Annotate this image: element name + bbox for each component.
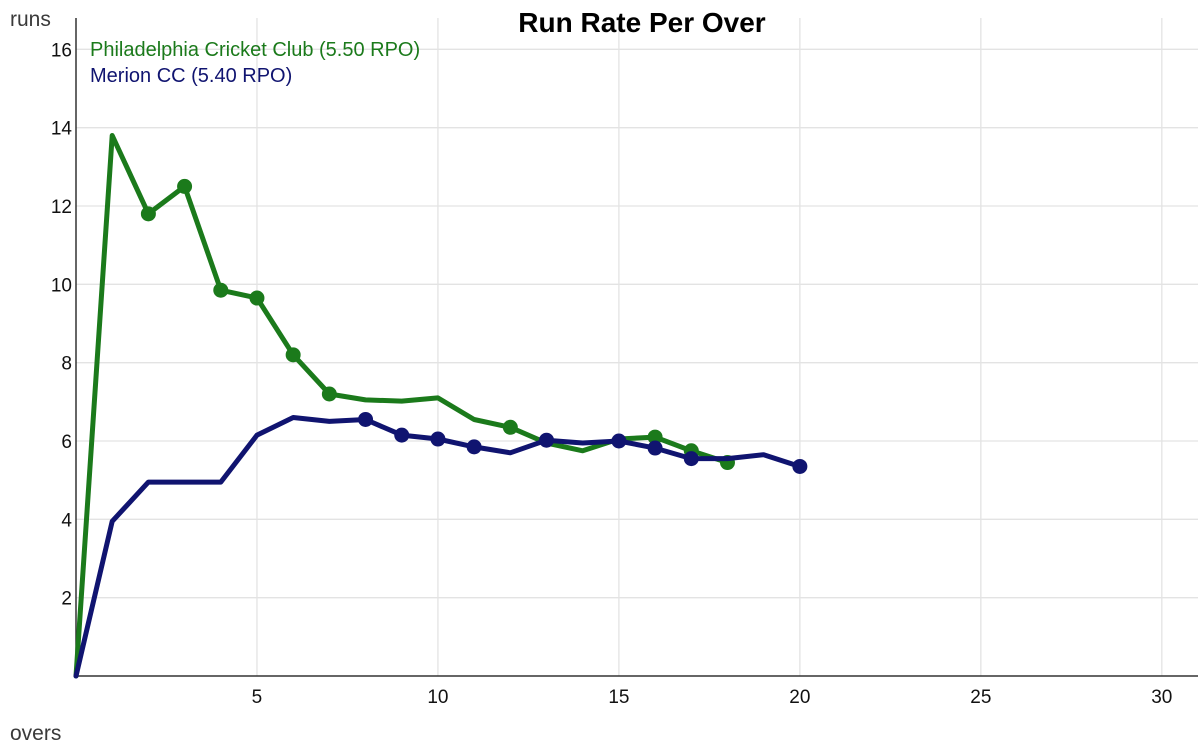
x-tick-label: 5 <box>252 687 263 708</box>
y-tick-label: 6 <box>61 432 72 453</box>
y-tick-label: 16 <box>51 40 72 61</box>
data-point <box>358 411 374 427</box>
data-point <box>430 431 446 447</box>
x-axis-label: overs <box>10 722 61 745</box>
legend-entry: Philadelphia Cricket Club (5.50 RPO) <box>90 39 420 61</box>
axes <box>75 18 1198 677</box>
data-point <box>249 290 265 306</box>
data-point <box>213 282 229 298</box>
y-tick-label: 12 <box>51 197 72 218</box>
x-tick-label: 10 <box>427 687 448 708</box>
data-point <box>792 458 808 474</box>
y-axis-label: runs <box>10 8 51 31</box>
x-tick-label: 25 <box>970 687 991 708</box>
data-point <box>177 178 193 194</box>
x-tick-label: 30 <box>1151 687 1172 708</box>
data-point <box>683 451 699 467</box>
data-point <box>285 347 301 363</box>
series-0 <box>73 133 735 679</box>
data-point <box>502 419 518 435</box>
legend: Philadelphia Cricket Club (5.50 RPO) Meri… <box>90 39 420 87</box>
data-series <box>73 133 808 679</box>
data-point <box>321 386 337 402</box>
y-tick-label: 2 <box>61 589 72 610</box>
data-point <box>647 440 663 456</box>
legend-entry: Merion CC (5.40 RPO) <box>90 65 292 87</box>
y-tick-label: 4 <box>61 510 72 531</box>
data-point <box>647 429 663 445</box>
data-point <box>466 439 482 455</box>
chart-title: Run Rate Per Over <box>518 7 766 38</box>
series-line <box>73 133 730 679</box>
data-point <box>539 432 555 448</box>
data-point <box>140 206 156 222</box>
x-tick-label: 15 <box>608 687 629 708</box>
y-tick-label: 8 <box>61 354 72 375</box>
grid-lines <box>76 18 1198 676</box>
data-point <box>611 433 627 449</box>
series-1 <box>73 411 808 679</box>
tick-labels: 5 10 15 20 25 30 2 4 6 8 10 12 14 16 <box>51 40 1173 708</box>
data-point <box>394 427 410 443</box>
x-tick-label: 20 <box>789 687 810 708</box>
y-tick-label: 10 <box>51 275 72 296</box>
y-tick-label: 14 <box>51 119 73 140</box>
